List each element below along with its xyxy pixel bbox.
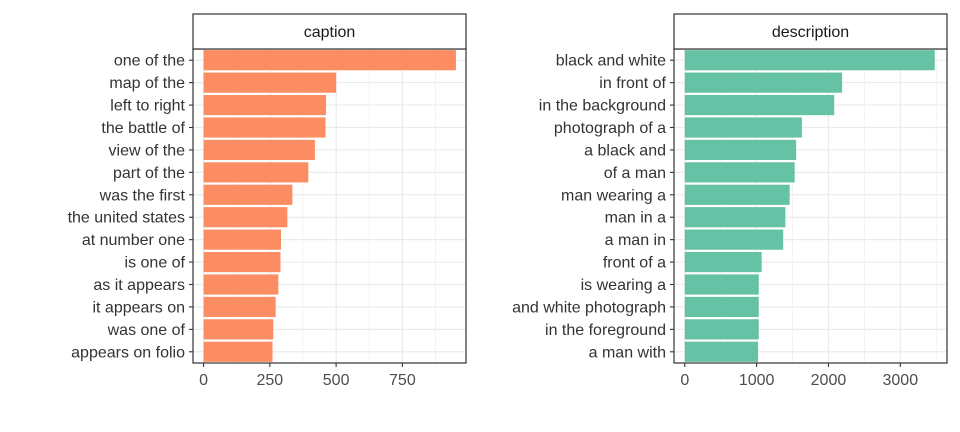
y-tick-label: man in a xyxy=(605,210,666,227)
y-tick-label: left to right xyxy=(110,98,185,115)
y-tick-label: map of the xyxy=(109,75,185,92)
y-tick-label: a black and xyxy=(584,142,666,159)
bar-it-appears-on xyxy=(203,296,276,318)
y-tick-label: part of the xyxy=(113,165,185,182)
bar-front-of-a xyxy=(684,251,762,273)
y-tick-label: appears on folio xyxy=(71,344,185,361)
x-tick-label: 0 xyxy=(199,372,208,389)
bar-and-white-photograph xyxy=(684,296,759,318)
x-tick-label: 1000 xyxy=(739,372,775,389)
bar-in-the-background xyxy=(684,94,835,116)
facet-panel-caption: caption one of the map of the left to right… xyxy=(68,13,467,389)
y-tick-label: is wearing a xyxy=(581,277,666,294)
bar-is-one-of xyxy=(203,251,281,273)
y-tick-label: front of a xyxy=(603,255,666,272)
y-tick-label: a man with xyxy=(589,344,666,361)
y-tick-label: at number one xyxy=(82,232,185,249)
y-tick-label: in the foreground xyxy=(545,322,666,339)
bar-a-man-in xyxy=(684,229,784,250)
y-tick-label: was the first xyxy=(99,187,186,204)
y-tick-label: as it appears xyxy=(93,277,185,294)
bar-was-one-of xyxy=(203,319,274,340)
bar-the-united-states xyxy=(203,207,288,228)
bar-in-the-foreground xyxy=(684,319,759,340)
y-tick-label: is one of xyxy=(125,255,186,272)
y-tick-label: of a man xyxy=(604,165,666,182)
bar-was-the-first xyxy=(203,184,293,205)
facet-strip xyxy=(673,13,948,50)
bar-of-a-man xyxy=(684,162,795,183)
bar-a-man-with xyxy=(684,341,759,362)
bar-man-in-a xyxy=(684,207,786,228)
bar-the-battle-of xyxy=(203,117,326,138)
y-tick-label: the united states xyxy=(68,210,185,227)
bar-part-of-the xyxy=(203,162,309,183)
x-tick-label: 250 xyxy=(257,372,284,389)
bar-at-number-one xyxy=(203,229,281,250)
x-tick-label: 0 xyxy=(680,372,689,389)
x-tick-label: 750 xyxy=(389,372,416,389)
y-tick-label: photograph of a xyxy=(554,120,666,137)
y-tick-label: a man in xyxy=(605,232,666,249)
x-tick-label: 3000 xyxy=(883,372,919,389)
facet-panel-description: description black and white in front of in … xyxy=(512,13,948,389)
bar-man-wearing-a xyxy=(684,184,790,205)
y-tick-label: view of the xyxy=(109,142,186,159)
x-tick-label: 500 xyxy=(323,372,350,389)
bar-view-of-the xyxy=(203,139,315,161)
bar-a-black-and xyxy=(684,139,797,161)
facet-strip xyxy=(192,13,467,50)
bar-one-of-the xyxy=(203,50,456,71)
x-tick-label: 2000 xyxy=(811,372,847,389)
bar-photograph-of-a xyxy=(684,117,802,138)
y-tick-label: it appears on xyxy=(92,299,185,316)
facet-strip-label: caption xyxy=(304,24,356,41)
y-tick-label: was one of xyxy=(107,322,186,339)
y-tick-label: and white photograph xyxy=(512,299,666,316)
bar-map-of-the xyxy=(203,72,337,93)
bar-is-wearing-a xyxy=(684,274,759,295)
y-tick-label: black and white xyxy=(556,53,666,70)
bar-black-and-white xyxy=(684,50,935,71)
bar-left-to-right xyxy=(203,94,327,116)
bar-appears-on-folio xyxy=(203,341,273,362)
bar-as-it-appears xyxy=(203,274,279,295)
bar-in-front-of xyxy=(684,72,843,93)
y-tick-label: in the background xyxy=(539,98,666,115)
y-tick-label: man wearing a xyxy=(561,187,666,204)
facet-strip-label: description xyxy=(772,24,849,41)
y-tick-label: the battle of xyxy=(101,120,185,137)
y-tick-label: in front of xyxy=(599,75,666,92)
y-tick-label: one of the xyxy=(114,53,185,70)
